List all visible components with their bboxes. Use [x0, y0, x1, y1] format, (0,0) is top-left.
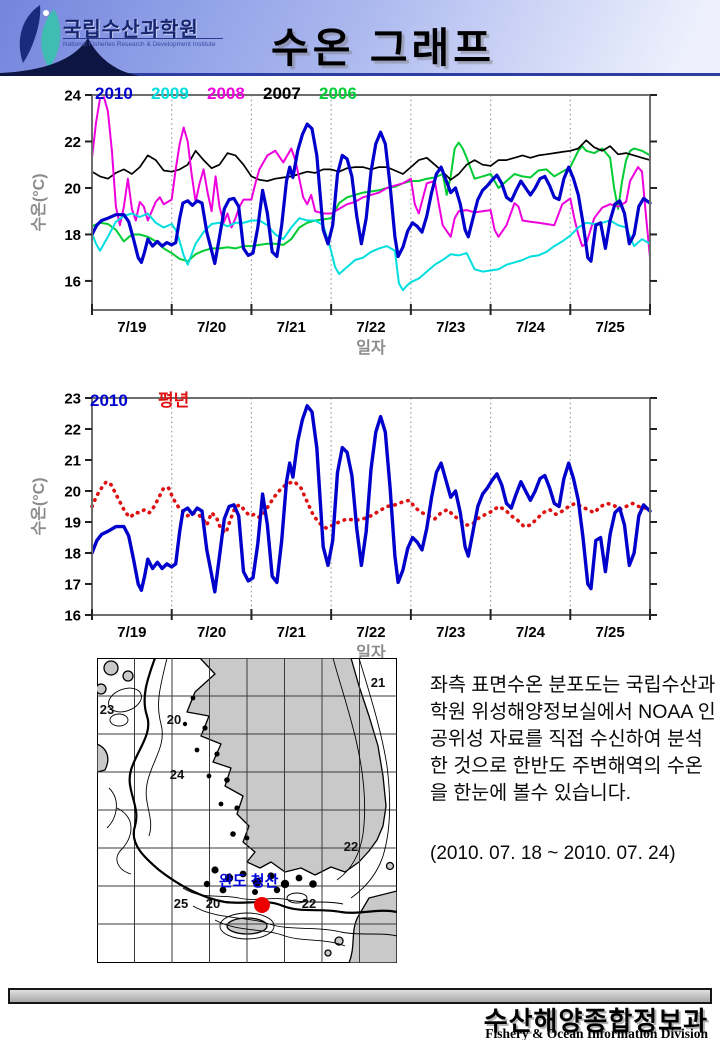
x-tick-label: 7/25: [596, 624, 625, 641]
footer-division-korean: 수산해양종합정보과: [483, 1006, 708, 1036]
station-marker-dot: [254, 897, 270, 913]
contour-value-label: 20: [167, 712, 181, 727]
logo-dot: [43, 10, 49, 16]
footer-division-english: Fishery & Ocean Information Division: [485, 1026, 708, 1040]
data-date-range: (2010. 07. 18 ~ 2010. 07. 24): [430, 843, 676, 864]
logo-leaf-teal: [41, 9, 61, 68]
y-tick-label: 23: [64, 391, 81, 408]
y-tick-label: 16: [64, 273, 81, 290]
x-tick-label: 7/19: [117, 624, 146, 641]
legend-entry-2009: 2009: [151, 84, 189, 103]
x-tick-label: 7/21: [277, 624, 306, 641]
y-axis-label: 수온(°C): [30, 173, 48, 231]
x-tick-label: 7/22: [356, 624, 385, 641]
x-tick-label: 7/19: [117, 319, 146, 336]
y-tick-label: 18: [64, 227, 81, 244]
legend-entry-2010: 2010: [90, 391, 128, 410]
y-tick-label: 21: [64, 453, 81, 470]
legend-entry-2006: 2006: [319, 84, 357, 103]
legend-entry-2010: 2010: [95, 84, 133, 103]
header-banner: 국립수산과학원 National Fisheries Research & De…: [0, 0, 720, 76]
contour-value-label: 22: [344, 839, 358, 854]
plot-frame: [91, 397, 651, 616]
x-tick-label: 7/20: [197, 319, 226, 336]
contour-value-label: 22: [302, 896, 316, 911]
multi-year-temperature-chart: 16 18 20 22 24 7/19 7/20 7/21 7/22 7/23 7/24 7/25 일자…: [30, 84, 657, 357]
legend-entry-2008: 2008: [207, 84, 245, 103]
y-tick-label: 20: [64, 484, 81, 501]
contour-value-label: 24: [170, 767, 185, 782]
station-label: 완도 청산: [219, 873, 279, 890]
series-line-2010: [90, 404, 652, 594]
y-axis-label: 수온(°C): [30, 477, 48, 535]
series-line-2009: [91, 212, 651, 292]
series-line-2010: [90, 122, 652, 266]
institute-logo-icon: [0, 5, 140, 76]
map-landmass: [97, 658, 397, 963]
x-tick-label: 7/23: [436, 624, 465, 641]
institute-name: 국립수산과학원: [63, 19, 199, 41]
y-tick-label: 18: [64, 546, 81, 563]
x-tick-label: 7/21: [277, 319, 306, 336]
x-tick-label: 7/24: [516, 319, 546, 336]
x-tick-label: 7/23: [436, 319, 465, 336]
series-line-평년: [90, 479, 652, 535]
temperature-vs-normal-chart: 16 17 18 19 20 21 22 23 7/19 7/20 7/21 7/22 7/23 7/24…: [30, 391, 657, 662]
contour-value-label: 21: [371, 675, 385, 690]
logo-swoosh: [0, 38, 140, 76]
x-tick-label: 7/22: [356, 319, 385, 336]
y-tick-label: 19: [64, 515, 81, 532]
map-description-paragraph: 좌측 표면수온 분포도는 국립수산과학원 위성해양정보실에서 NOAA 인공위성…: [430, 674, 716, 804]
contour-value-label: 20: [206, 896, 220, 911]
y-tick-label: 22: [64, 134, 81, 151]
logo-leaf-dark: [19, 5, 41, 63]
contour-value-label: 23: [100, 702, 114, 717]
x-tick-label: 7/20: [197, 624, 226, 641]
logo-divider: [63, 38, 223, 39]
x-tick-label: 7/24: [516, 624, 546, 641]
y-tick-label: 20: [64, 180, 81, 197]
plot-frame: [91, 94, 651, 311]
legend-entry-2007: 2007: [263, 84, 301, 103]
page-title: 수온 그래프: [271, 25, 495, 71]
x-axis-label: 일자: [356, 339, 386, 357]
y-tick-label: 24: [64, 88, 81, 105]
footer-divider-bar: [8, 988, 712, 1004]
y-tick-label: 16: [64, 608, 81, 625]
sst-contour-map: 23 20 24 21 22 25 20 22 완도 청산: [97, 658, 397, 963]
y-tick-label: 22: [64, 422, 81, 439]
legend-entry-평년: 평년: [158, 391, 189, 410]
map-contour-labels: 23 20 24 21 22 25 20 22: [100, 675, 385, 911]
map-islets: [182, 695, 317, 895]
y-tick-label: 17: [64, 577, 81, 594]
x-tick-label: 7/25: [596, 319, 625, 336]
institute-name-english: National Fisheries Research & Developmen…: [63, 41, 216, 48]
contour-value-label: 25: [174, 896, 188, 911]
